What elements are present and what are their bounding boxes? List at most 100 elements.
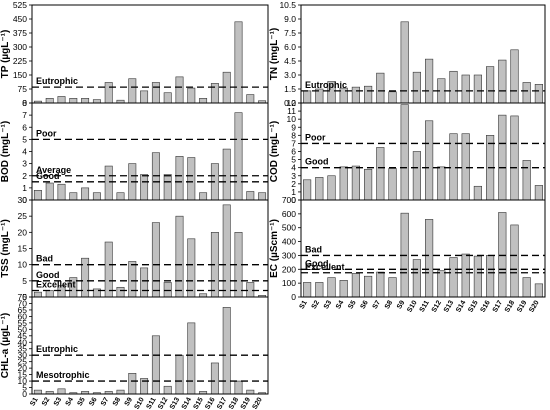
- bar-tp-s13: [175, 76, 184, 104]
- bar-bod-s17: [222, 148, 231, 201]
- bar-tss-s8: [116, 286, 125, 298]
- bar-bod-s2: [45, 182, 54, 201]
- ytick-label-chla-1: 5: [22, 383, 27, 393]
- ylabel-chla: CHL-a (µgL⁻¹): [0, 313, 11, 378]
- ytick-label-cod-0: 0: [291, 195, 296, 205]
- bar-tp-s5: [81, 98, 90, 104]
- xtick-label-chla-s10: S10: [134, 396, 146, 410]
- bar-ec-s10: [412, 259, 421, 298]
- threshold-label-bod-0: Poor: [36, 128, 57, 138]
- threshold-label-tss-2: Excellent: [36, 280, 76, 290]
- bar-tss-s2: [45, 290, 54, 298]
- bar-tp-s15: [199, 98, 208, 104]
- ytick-label-tn-3: 4.5: [284, 56, 296, 66]
- bar-ec-s1: [303, 282, 312, 298]
- threshold-label-tss-1: Good: [36, 270, 60, 280]
- ytick-label-bod-6: 6: [22, 122, 27, 132]
- bar-tss-s7: [104, 241, 113, 298]
- bar-bod-s8: [116, 192, 125, 201]
- xtick-label-chla-s5: S5: [76, 396, 86, 407]
- ytick-label-tss-4: 20: [18, 227, 28, 237]
- ytick-label-bod-3: 3: [22, 159, 27, 169]
- ytick-label-tss-1: 5: [22, 276, 27, 286]
- xtick-label-ec-s11: S11: [419, 299, 431, 313]
- bar-bod-s14: [187, 157, 196, 201]
- ytick-label-cod-5: 5: [291, 155, 296, 165]
- bar-bod-s18: [234, 112, 243, 201]
- bar-bod-s10: [140, 174, 149, 201]
- panel-frame-bod: [31, 102, 269, 201]
- xtick-label-ec-s10: S10: [406, 299, 418, 313]
- xtick-label-ec-s15: S15: [467, 299, 479, 313]
- bar-tp-s6: [92, 99, 101, 104]
- ytick-label-tp-3: 225: [13, 56, 27, 66]
- ylabel-tss: TSS (mgL⁻¹): [0, 219, 11, 278]
- bar-ec-s18: [510, 224, 519, 298]
- xtick-label-chla-s16: S16: [204, 396, 216, 410]
- xtick-label-ec-s3: S3: [323, 299, 333, 310]
- xtick-label-chla-s11: S11: [146, 396, 158, 410]
- ylabel-bod: BOD (mgL⁻¹): [0, 121, 11, 182]
- threshold-label-ec-1: Good: [305, 258, 329, 268]
- ytick-label-cod-6: 6: [291, 147, 296, 157]
- ytick-label-ec-1: 100: [282, 278, 296, 288]
- bar-tss-s14: [187, 238, 196, 298]
- bar-cod-s6: [364, 168, 373, 201]
- bar-bod-s13: [175, 156, 184, 201]
- bar-ec-s6: [364, 275, 373, 298]
- bar-tn-s8: [388, 91, 397, 104]
- ytick-label-cod-1: 1: [291, 187, 296, 197]
- ytick-label-bod-0: 0: [22, 195, 27, 205]
- bar-tss-s17: [222, 204, 231, 298]
- bar-tn-s11: [425, 58, 434, 104]
- bar-cod-s7: [376, 147, 385, 201]
- xtick-label-chla-s2: S2: [41, 396, 51, 407]
- xtick-label-chla-s9: S9: [124, 396, 134, 407]
- bar-chla-s3: [57, 388, 66, 395]
- threshold-label-bod-1: Average: [36, 165, 71, 175]
- ytick-label-tp-4: 300: [13, 42, 27, 52]
- ytick-label-cod-12: 12: [287, 98, 297, 108]
- bar-bod-s19: [246, 191, 255, 201]
- bar-tn-s5: [351, 86, 360, 104]
- ytick-label-chla-7: 35: [18, 344, 28, 354]
- ytick-label-tss-3: 15: [18, 244, 28, 254]
- bar-chla-s12: [163, 385, 172, 395]
- ytick-label-bod-8: 8: [22, 98, 27, 108]
- ytick-label-chla-12: 60: [18, 311, 28, 321]
- xtick-label-ec-s5: S5: [347, 299, 357, 310]
- ytick-label-chla-0: 0: [22, 389, 27, 399]
- ytick-label-cod-11: 11: [287, 106, 296, 116]
- xtick-label-ec-s12: S12: [431, 299, 443, 313]
- ytick-label-ec-0: 0: [291, 292, 296, 302]
- ytick-label-bod-5: 5: [22, 134, 27, 144]
- ytick-label-tp-0: 0: [22, 98, 27, 108]
- bar-tp-s18: [234, 21, 243, 104]
- bar-ec-s3: [327, 277, 336, 298]
- bar-cod-s18: [510, 115, 519, 201]
- xtick-label-ec-s18: S18: [504, 299, 516, 313]
- ytick-label-tp-7: 525: [13, 0, 27, 10]
- xtick-label-ec-s14: S14: [455, 299, 467, 313]
- threshold-label-tp-0: Eutrophic: [36, 76, 78, 86]
- ytick-label-chla-9: 45: [18, 331, 28, 341]
- xtick-label-chla-s12: S12: [157, 396, 169, 410]
- bar-tn-s16: [486, 66, 495, 104]
- bar-tp-s12: [163, 92, 172, 104]
- ytick-label-cod-10: 10: [287, 114, 297, 124]
- xtick-label-ec-s9: S9: [396, 299, 406, 310]
- xtick-label-ec-s8: S8: [384, 299, 394, 310]
- bar-ec-s8: [388, 277, 397, 298]
- xtick-label-chla-s14: S14: [181, 396, 193, 410]
- bar-tp-s9: [128, 78, 137, 104]
- xtick-label-chla-s3: S3: [53, 396, 63, 407]
- ylabel-ec: EC (µScm⁻¹): [269, 219, 280, 278]
- xtick-label-chla-s1: S1: [29, 396, 39, 407]
- bar-ec-s11: [425, 219, 434, 298]
- bar-cod-s2: [315, 177, 324, 201]
- bar-chla-s9: [128, 373, 137, 395]
- bar-tn-s6: [364, 85, 373, 104]
- ytick-label-tss-5: 25: [18, 211, 28, 221]
- bar-cod-s1: [303, 179, 312, 201]
- ytick-label-tss-2: 10: [18, 260, 28, 270]
